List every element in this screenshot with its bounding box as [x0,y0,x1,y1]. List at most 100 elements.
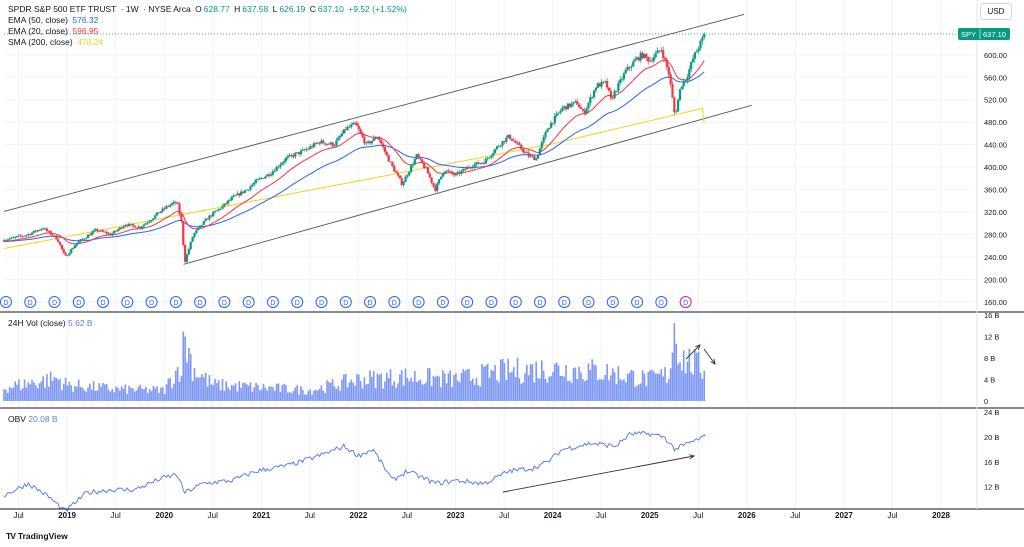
candle-body [238,193,241,196]
volume-bar [414,370,416,401]
candle-body [34,230,37,232]
volume-bar [555,362,558,401]
volume-bar [617,366,620,401]
obv-legend[interactable]: OBV 20.08 B [8,414,58,424]
candle-body [286,156,289,158]
dividend-marker-label: D [101,300,106,307]
volume-bar [117,387,119,401]
legend-sma200[interactable]: SMA (200, close) 478.24 [8,37,105,47]
candle-body [671,84,674,98]
volume-bar [666,382,668,401]
volume-bar [77,379,80,401]
volume-bar [371,376,373,401]
candle-body [281,162,284,165]
candle-body [137,226,140,228]
currency-button[interactable]: USD [980,3,1012,20]
volume-tick-label: 0 [984,397,988,406]
candle-body [156,212,159,216]
volume-bar [98,383,101,401]
candle-body [391,161,394,167]
candle-body [230,197,233,200]
candle-body [458,172,461,174]
candle-body [447,170,450,172]
candle-body [249,186,252,190]
volume-bar [290,393,293,401]
candle-body [174,201,177,203]
dividend-marker-label: D [149,300,154,307]
legend-ema20-label: EMA (20, close) [8,26,68,36]
ohlc-open-label: O [195,4,202,14]
volume-bar [376,373,379,401]
volume-bar [122,388,125,401]
volume-bar [44,387,46,401]
volume-bar [486,363,489,401]
volume-bar [329,382,332,401]
volume-legend[interactable]: 24H Vol (close) 5.62 B [8,318,93,328]
candle-body [585,108,588,114]
candle-body [335,140,338,146]
ohlc-high-label: H [234,4,241,14]
candle-body [432,182,435,187]
candle-body [451,171,454,174]
volume-bar [322,390,325,401]
volume-bar [361,388,364,401]
volume-bar [520,383,523,401]
candle-body [583,110,586,114]
dividend-marker-label: D [440,300,445,307]
time-tick-label: 2025 [641,511,659,520]
candle-body [195,230,198,233]
volume-bar [247,385,250,401]
candle-body [77,241,80,243]
candle-body [609,90,612,98]
volume-bar [570,382,573,401]
volume-bar [273,390,276,401]
tradingview-brand[interactable]: TV TradingView [6,531,68,541]
candle-body [79,239,82,242]
volume-bar [161,387,164,401]
volume-bar [675,343,678,401]
volume-bar [311,394,313,401]
volume-bar [169,378,171,401]
volume-bar [189,353,192,401]
candle-body [273,171,276,172]
volume-bar [219,390,222,401]
candle-body [691,58,695,63]
candle-body [301,149,304,151]
candle-body [607,87,611,91]
candle-body [198,225,202,228]
price-tick-label: 560.00 [984,73,1007,82]
volume-bar [522,382,524,401]
volume-bar [33,382,35,401]
volume-bar [277,383,280,401]
price-tag [958,28,1010,40]
volume-bar [393,381,396,401]
volume-bar [339,390,341,401]
dividend-marker-icon [291,296,304,308]
candle-body [557,112,560,114]
legend-ema20[interactable]: EMA (20, close) 596.95 [8,26,100,36]
volume-bar [382,388,384,401]
candle-body [494,149,497,153]
candle-body [204,218,207,222]
candle-body [630,66,633,68]
volume-bar [654,374,657,401]
volume-bar [66,385,69,401]
obv-legend-label: OBV [8,414,26,424]
volume-bar [449,370,452,401]
volume-bar [539,378,541,401]
volume-bar [550,376,552,401]
candle-body [197,227,200,231]
volume-bar [503,363,506,401]
candle-body [381,143,385,148]
candle-body [452,173,456,176]
volume-bar [552,372,554,401]
candle-body [32,230,35,233]
candle-body [365,142,368,144]
legend-ema50[interactable]: EMA (50, close) 576.32 [8,15,100,25]
candle-body [316,142,319,144]
candle-body [353,122,357,124]
volume-bar [479,386,481,401]
volume-bar [350,379,353,401]
